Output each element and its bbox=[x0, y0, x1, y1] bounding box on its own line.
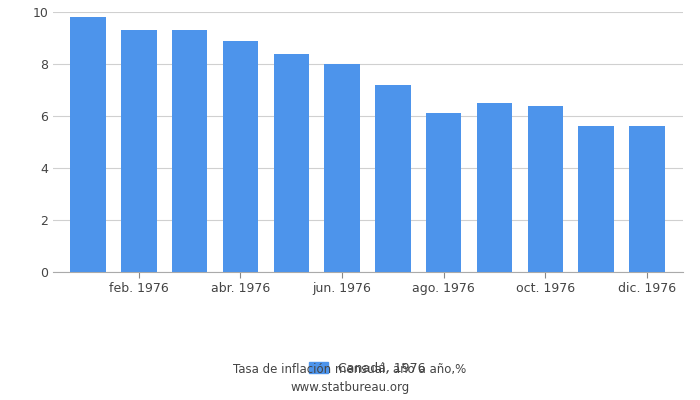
Bar bbox=[426, 114, 461, 272]
Bar bbox=[121, 30, 157, 272]
Bar bbox=[477, 103, 512, 272]
Bar bbox=[629, 126, 665, 272]
Bar bbox=[578, 126, 614, 272]
Bar bbox=[172, 30, 207, 272]
Legend: Canadá, 1976: Canadá, 1976 bbox=[309, 362, 426, 375]
Bar bbox=[324, 64, 360, 272]
Bar bbox=[70, 17, 106, 272]
Bar bbox=[223, 40, 258, 272]
Bar bbox=[375, 85, 411, 272]
Bar bbox=[528, 106, 563, 272]
Bar bbox=[274, 54, 309, 272]
Text: Tasa de inflación mensual, año a año,%: Tasa de inflación mensual, año a año,% bbox=[233, 364, 467, 376]
Text: www.statbureau.org: www.statbureau.org bbox=[290, 382, 410, 394]
